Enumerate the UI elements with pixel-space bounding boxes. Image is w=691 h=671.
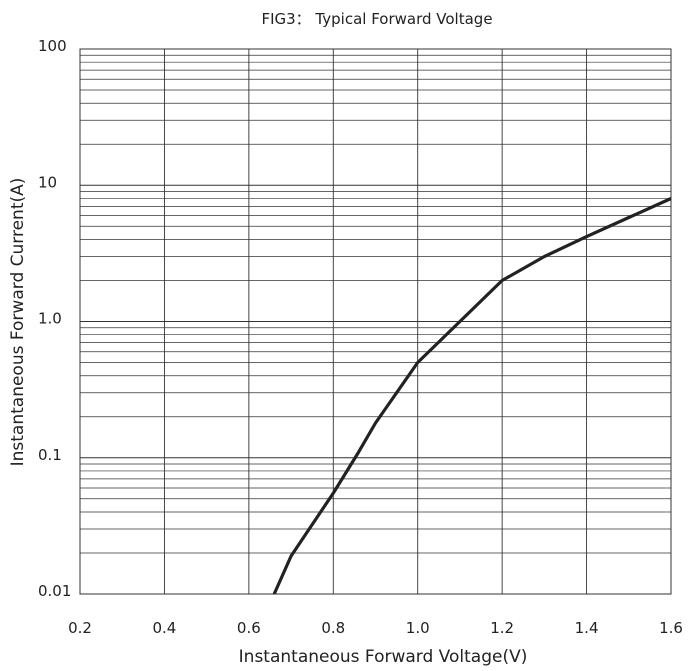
forward-voltage-curve (272, 197, 672, 595)
x-tick-label: 1.6 (659, 619, 683, 637)
y-tick-label: 0.01 (38, 582, 71, 600)
x-tick-labels: 0.2 0.4 0.6 0.8 1.0 1.2 1.4 1.6 (68, 619, 683, 637)
x-tick-label: 0.2 (68, 619, 92, 637)
series-layer (272, 197, 672, 595)
x-tick-label: 1.4 (575, 619, 599, 637)
chart-title: FIG3： Typical Forward Voltage (261, 10, 492, 28)
plot-grid (79, 49, 672, 595)
y-axis-label: Instantaneous Forward Current(A) (8, 178, 28, 467)
y-tick-label: 1.0 (38, 310, 62, 328)
x-tick-label: 1.2 (490, 619, 514, 637)
x-axis-label: Instantaneous Forward Voltage(V) (239, 647, 528, 667)
x-tick-label: 1.0 (406, 619, 430, 637)
x-tick-label: 0.8 (321, 619, 345, 637)
x-tick-label: 0.4 (152, 619, 176, 637)
x-tick-label: 0.6 (237, 619, 261, 637)
y-tick-label: 100 (38, 37, 67, 55)
plot-frame (79, 48, 672, 595)
y-tick-label: 10 (38, 173, 57, 191)
y-tick-labels: 0.01 0.1 1.0 10 100 (38, 37, 71, 600)
y-tick-label: 0.1 (38, 446, 62, 464)
